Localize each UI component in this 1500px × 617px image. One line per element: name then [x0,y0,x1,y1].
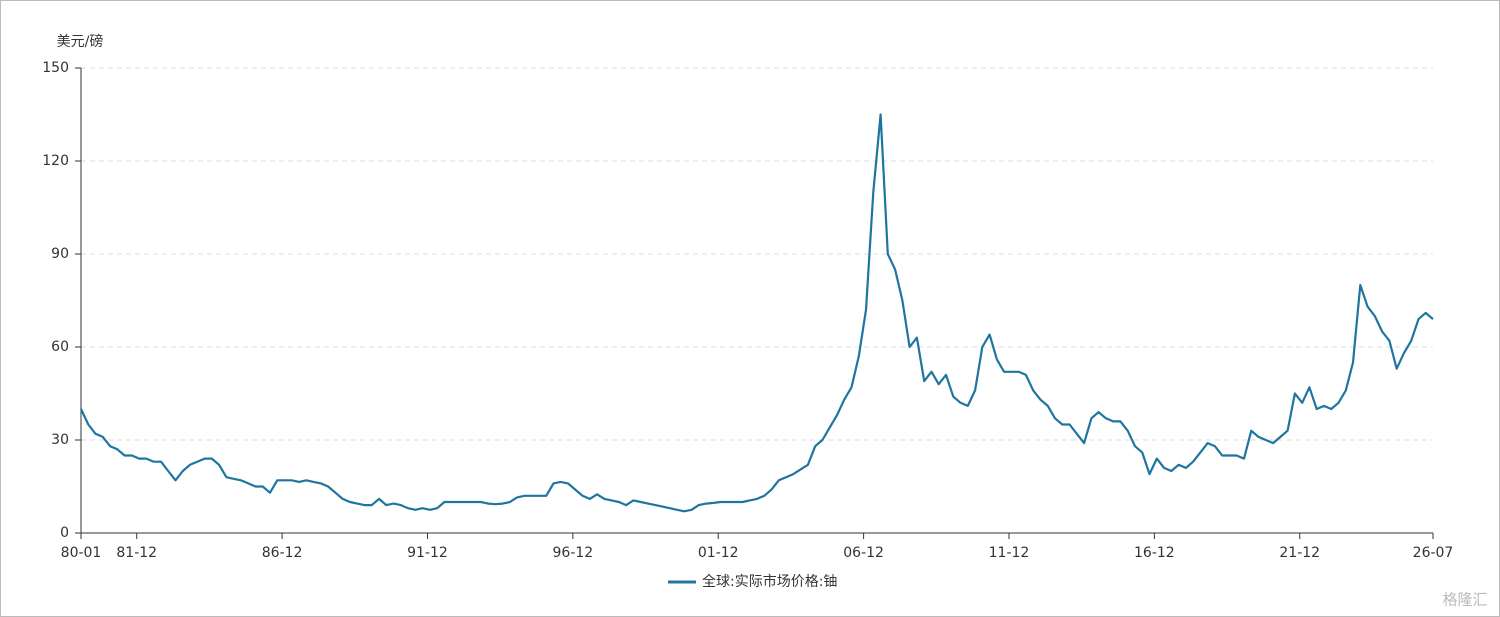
y-tick-label: 30 [51,432,69,448]
x-tick-label: 26-07 [1413,545,1454,561]
y-tick-label: 120 [42,153,69,169]
x-tick-label: 06-12 [843,545,884,561]
x-tick-label: 86-12 [262,545,303,561]
legend-label: 全球:实际市场价格:铀 [702,573,837,590]
x-tick-label: 91-12 [407,545,448,561]
y-tick-label: 150 [42,60,69,76]
x-tick-label: 01-12 [698,545,739,561]
y-tick-label: 0 [60,525,69,541]
x-tick-label: 96-12 [553,545,594,561]
x-tick-label: 21-12 [1279,545,1320,561]
y-tick-label: 60 [51,339,69,355]
x-tick-label: 81-12 [116,545,157,561]
data-line [80,113,1434,513]
x-tick-label: 80-01 [61,545,102,561]
y-axis-label: 美元/磅 [57,33,104,50]
watermark: 格隆汇 [1442,591,1487,609]
x-tick-label: 16-12 [1134,545,1175,561]
y-tick-label: 90 [51,246,69,262]
x-tick-label: 11-12 [989,545,1030,561]
